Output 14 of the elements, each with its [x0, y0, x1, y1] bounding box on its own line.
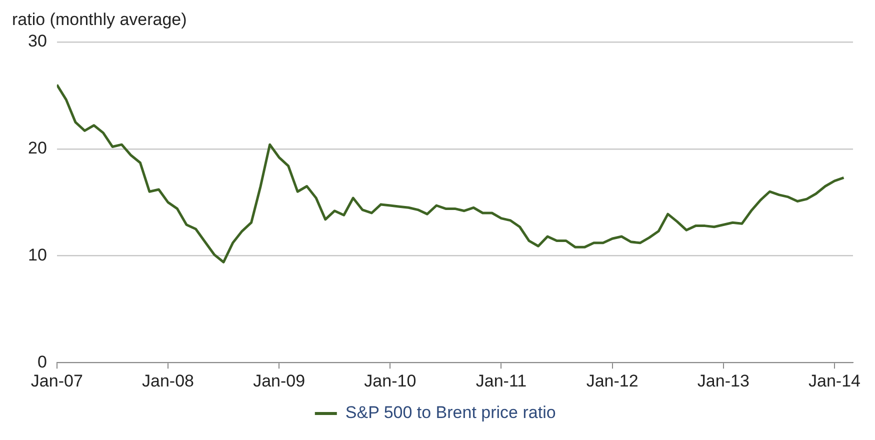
y-tick-label: 10: [28, 245, 47, 264]
y-tick-label: 30: [28, 32, 47, 51]
x-tick-label: Jan-12: [586, 371, 638, 390]
x-tick-label: Jan-13: [697, 371, 750, 390]
x-tick-label: Jan-14: [808, 371, 860, 390]
x-tick-label: Jan-10: [364, 371, 416, 390]
x-tick-label: Jan-08: [142, 371, 194, 390]
y-axis-title: ratio (monthly average): [12, 10, 187, 30]
x-tick-label: Jan-11: [476, 371, 527, 390]
x-tick-label: Jan-09: [253, 371, 306, 390]
x-tick-label: Jan-07: [30, 371, 83, 390]
legend-label: S&P 500 to Brent price ratio: [345, 403, 556, 422]
y-tick-label: 20: [28, 138, 47, 158]
y-tick-label: 0: [37, 352, 47, 372]
